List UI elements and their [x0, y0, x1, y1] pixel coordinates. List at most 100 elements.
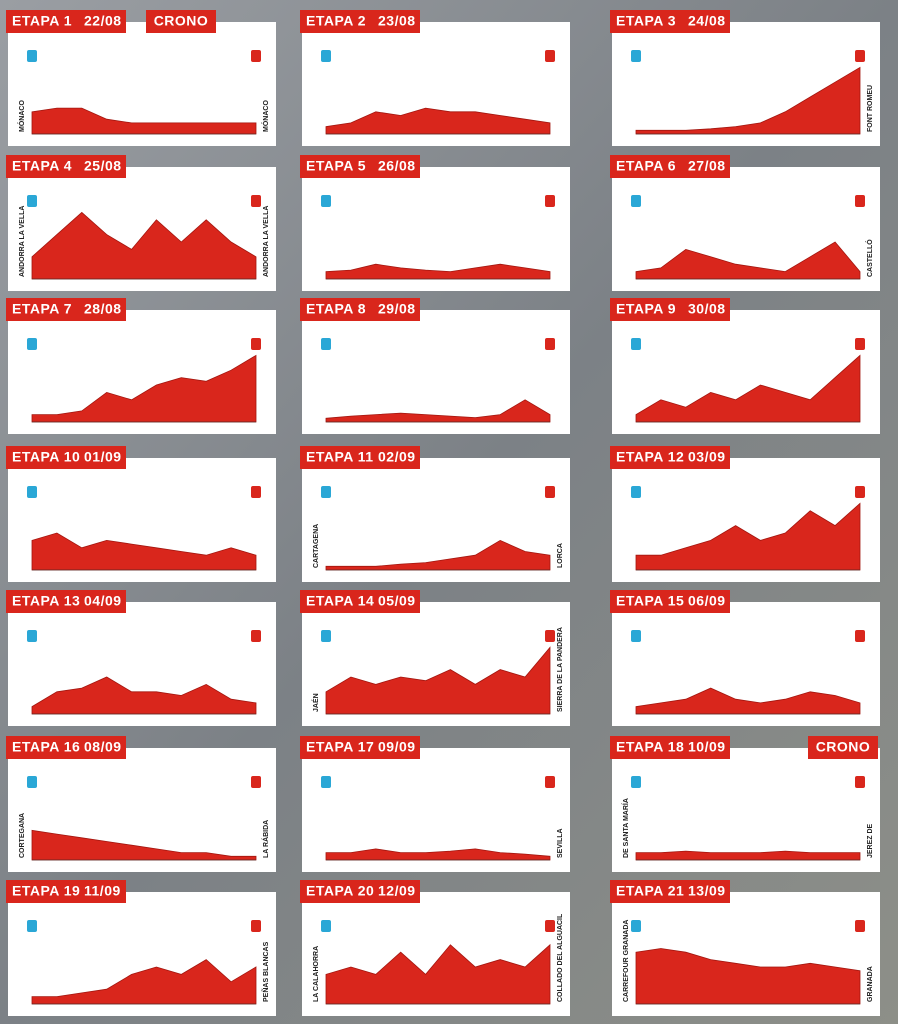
finish-name: COLLADO DEL ALGUACIL — [557, 913, 564, 1002]
elevation-profile — [31, 676, 257, 715]
finish-name: GRANADA — [867, 966, 874, 1002]
elevation-profile — [31, 532, 257, 571]
elevation-profile — [325, 539, 551, 571]
stage-label: ETAPA 4 — [12, 158, 72, 174]
start-icon — [27, 486, 37, 498]
stage-card: JAÉN SIERRA DE LA PANDERA ETAPA 14 05/09 — [300, 590, 570, 726]
stage-label: ETAPA 19 — [12, 883, 80, 899]
stage-date: 02/09 — [378, 449, 416, 465]
stage-header — [300, 155, 420, 178]
start-name: LA CALAHORRA — [313, 946, 320, 1002]
start-icon — [321, 776, 331, 788]
finish-icon — [545, 630, 555, 642]
stage-label: ETAPA 5 — [306, 158, 366, 174]
finish-icon — [545, 50, 555, 62]
crono-badge — [146, 10, 216, 33]
elevation-profile — [635, 241, 861, 280]
stage-card: ETAPA 13 04/09 — [6, 590, 276, 726]
stage-header — [6, 590, 126, 613]
stage-card: CASTELLÓ ETAPA 6 27/08 — [610, 155, 880, 291]
elevation-profile — [635, 850, 861, 861]
finish-icon — [251, 776, 261, 788]
start-icon — [321, 486, 331, 498]
stage-header — [610, 298, 730, 321]
elevation-profile — [325, 848, 551, 861]
stage-card: ETAPA 9 30/08 — [610, 298, 880, 434]
finish-name: LORCA — [557, 543, 564, 568]
stage-label: ETAPA 10 — [12, 449, 80, 465]
stage-date: 29/08 — [378, 301, 416, 317]
stage-header — [6, 446, 126, 469]
stage-label: ETAPA 1 — [12, 13, 72, 29]
stage-label: ETAPA 15 — [616, 593, 684, 609]
stage-label: ETAPA 16 — [12, 739, 80, 755]
finish-name: CASTELLÓ — [865, 239, 874, 277]
elevation-profile — [325, 107, 551, 135]
stage-header — [610, 590, 730, 613]
start-icon — [631, 776, 641, 788]
stage-label: ETAPA 8 — [306, 301, 366, 317]
stage-label: ETAPA 7 — [12, 301, 72, 317]
stage-card: ETAPA 8 29/08 — [300, 298, 570, 434]
stage-header — [300, 298, 420, 321]
stage-card: LA CALAHORRA COLLADO DEL ALGUACIL ETAPA 20… — [300, 880, 570, 1016]
stage-label: ETAPA 9 — [616, 301, 676, 317]
stage-date: 25/08 — [84, 158, 122, 174]
stage-card: DE SANTA MARÍA JEREZ DE ETAPA 18 10/09 CRONO — [610, 736, 880, 872]
start-name: CORTEGANA — [19, 813, 26, 858]
start-name: DE SANTA MARÍA — [621, 798, 630, 858]
stage-header — [6, 155, 126, 178]
stage-header — [6, 736, 126, 759]
finish-icon — [855, 486, 865, 498]
stage-card: ETAPA 7 28/08 — [6, 298, 276, 434]
stage-header — [300, 10, 420, 33]
finish-icon — [855, 338, 865, 350]
stage-header — [300, 590, 420, 613]
stage-header — [610, 446, 730, 469]
stage-label: ETAPA 20 — [306, 883, 374, 899]
stage-header — [6, 298, 126, 321]
finish-name: MÓNACO — [261, 100, 270, 132]
finish-name: SEVILLA — [557, 828, 564, 858]
stage-card: CORTEGANA LA RÁBIDA ETAPA 16 08/09 — [6, 736, 276, 872]
stage-card: CARTAGENA LORCA ETAPA 11 02/09 — [300, 446, 570, 582]
finish-name: FONT ROMEU — [867, 85, 874, 132]
elevation-profile — [635, 948, 861, 1005]
finish-name: ANDORRA LA VELLA — [263, 206, 270, 277]
start-icon — [631, 486, 641, 498]
stage-card: PEÑAS BLANCAS ETAPA 19 11/09 — [6, 880, 276, 1016]
stage-header — [610, 155, 730, 178]
elevation-profile — [635, 354, 861, 423]
stage-card: ETAPA 5 26/08 — [300, 155, 570, 291]
start-icon — [321, 50, 331, 62]
stage-date: 03/09 — [688, 449, 726, 465]
elevation-profile — [31, 829, 257, 861]
crono-badge — [808, 736, 878, 759]
finish-icon — [545, 338, 555, 350]
start-name: CARTAGENA — [313, 524, 320, 568]
start-icon — [27, 776, 37, 788]
stage-label: ETAPA 3 — [616, 13, 676, 29]
elevation-profile — [635, 502, 861, 571]
card — [302, 748, 570, 872]
elevation-profile — [31, 211, 257, 280]
stage-header — [300, 736, 420, 759]
finish-icon — [855, 776, 865, 788]
stage-header — [610, 880, 730, 903]
stage-date: 06/09 — [688, 593, 726, 609]
stage-date: 08/09 — [84, 739, 122, 755]
elevation-profile — [325, 399, 551, 423]
start-icon — [27, 338, 37, 350]
elevation-profile — [31, 354, 257, 423]
finish-icon — [251, 50, 261, 62]
start-icon — [631, 920, 641, 932]
stage-label: ETAPA 6 — [616, 158, 676, 174]
start-icon — [321, 920, 331, 932]
crono-text: CRONO — [816, 739, 871, 755]
stage-card: ETAPA 12 03/09 — [610, 446, 880, 582]
crono-text: CRONO — [154, 13, 209, 29]
stage-date: 05/09 — [378, 593, 416, 609]
stage-header — [6, 880, 126, 903]
start-icon — [321, 338, 331, 350]
